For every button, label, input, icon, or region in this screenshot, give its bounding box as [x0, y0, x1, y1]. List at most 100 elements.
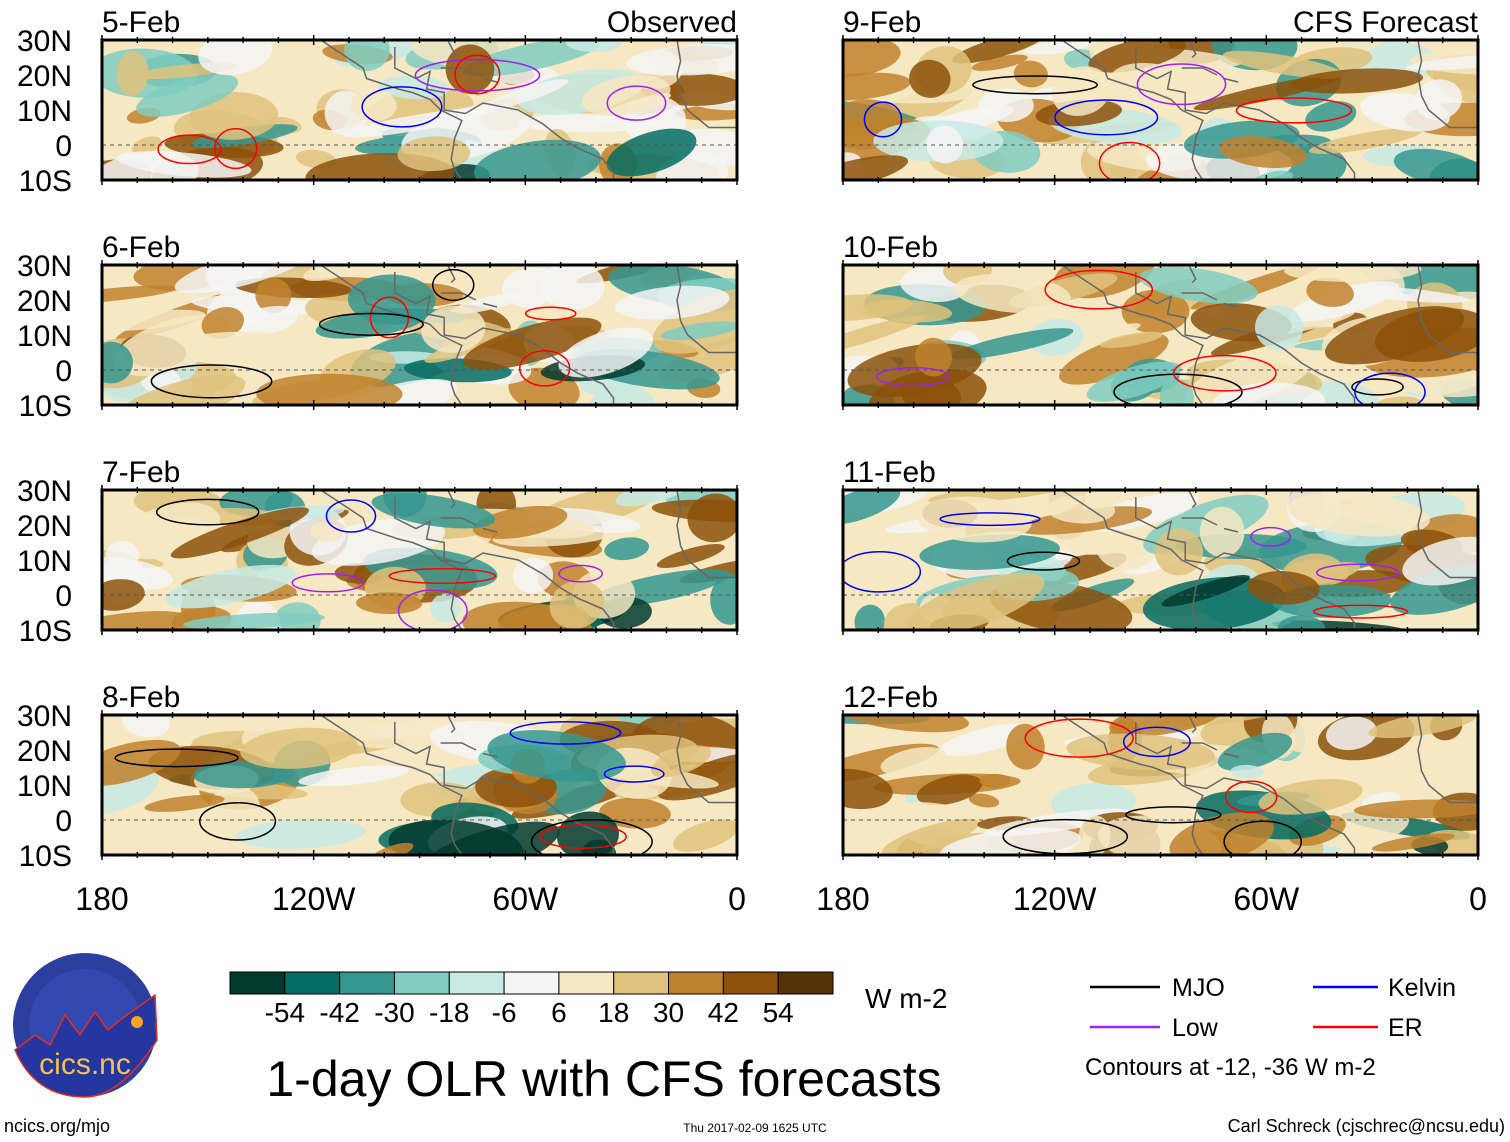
y-tick-label: 10S — [19, 840, 72, 873]
colorbar-tick-label: 54 — [763, 997, 794, 1028]
coastline — [1417, 490, 1478, 579]
wave-contour — [291, 573, 365, 593]
footer-credit: Carl Schreck (cjschrec@ncsu.edu) — [1228, 1116, 1505, 1136]
colorbar-tick-label: 42 — [708, 997, 739, 1028]
legend-label-kelvin: Kelvin — [1388, 974, 1456, 1002]
colorbar-swatch — [613, 971, 670, 995]
olr-anomaly-blob — [350, 89, 397, 122]
olr-anomaly-blob — [854, 604, 885, 630]
coastline — [1135, 47, 1356, 180]
wave-contour — [1054, 99, 1159, 136]
olr-anomaly-blob — [1088, 40, 1187, 73]
olr-anomaly-blob — [311, 518, 446, 566]
coastline — [447, 715, 456, 734]
coastline — [676, 265, 737, 354]
colorbar-tick-label: -42 — [319, 997, 359, 1028]
coastline — [1135, 497, 1356, 630]
map-panel-10-Feb — [843, 265, 1478, 405]
colorbar-units: W m-2 — [865, 983, 947, 1014]
y-tick-label: 30N — [17, 700, 72, 733]
olr-anomaly-blob — [1217, 732, 1293, 771]
y-tick-label: 0 — [55, 130, 72, 163]
coastline — [482, 752, 498, 758]
olr-anomaly-blob — [240, 727, 358, 769]
olr-anomaly-blob — [604, 537, 650, 561]
wave-contour — [863, 101, 903, 138]
olr-anomaly-blob — [102, 557, 173, 590]
legend: MJO Kelvin Low ER Contours at -12, -36 W… — [1085, 974, 1456, 1081]
olr-anomaly-blob — [675, 104, 737, 121]
olr-anomaly-blob — [1284, 265, 1422, 282]
olr-anomaly-blob — [939, 723, 1035, 756]
wave-contour — [518, 350, 571, 387]
wave-contour — [114, 748, 239, 768]
colorbar-tick-label: 6 — [551, 997, 567, 1028]
coastline — [1417, 265, 1478, 354]
colorbar-tick-label: -6 — [492, 997, 517, 1028]
olr-anomaly-blob — [1406, 52, 1478, 71]
coastline — [1181, 292, 1218, 301]
coastline — [1061, 490, 1204, 630]
olr-anomaly-blob — [1185, 347, 1316, 405]
coastline — [320, 265, 463, 405]
wave-contour — [1173, 354, 1277, 392]
olr-anomaly-blob — [978, 88, 1034, 123]
olr-anomaly-blob — [303, 265, 366, 282]
olr-anomaly-blob — [909, 59, 951, 98]
coastline — [440, 517, 477, 526]
panel-date-label: 12-Feb — [843, 681, 938, 714]
x-tick-label: 180 — [816, 881, 869, 917]
olr-anomaly-blob — [939, 827, 1081, 855]
coastline — [1188, 40, 1197, 59]
olr-anomaly-blob — [1013, 60, 1048, 88]
olr-anomaly-blob — [102, 285, 179, 305]
coastline — [482, 527, 498, 533]
footer-url[interactable]: ncics.org/mjo — [4, 1116, 110, 1136]
olr-anomaly-blob — [1306, 277, 1354, 307]
wave-contour — [1136, 63, 1227, 106]
wave-contour — [150, 364, 273, 399]
coastline — [394, 722, 615, 855]
coastline — [320, 40, 463, 180]
olr-anomaly-blob — [1059, 332, 1169, 385]
olr-anomaly-blob — [1230, 764, 1264, 779]
wave-contour — [199, 801, 277, 841]
olr-anomaly-blob — [650, 745, 712, 778]
olr-anomaly-blob — [915, 337, 953, 377]
olr-anomaly-blob — [951, 328, 1074, 360]
olr-anomaly-blob — [1247, 571, 1320, 605]
coastline — [1188, 715, 1197, 734]
colorbar-tick-label: -18 — [429, 997, 469, 1028]
olr-anomaly-blob — [916, 774, 983, 806]
olr-anomaly-blob — [1219, 136, 1307, 169]
coastline — [447, 40, 456, 59]
colorbar-swatch — [284, 971, 341, 995]
olr-anomaly-blob — [229, 305, 299, 338]
x-tick-label: 60W — [492, 881, 559, 917]
panel-date-label: 9-Feb — [843, 6, 921, 39]
wave-contour — [509, 721, 622, 745]
column-label: CFS Forecast — [1293, 6, 1479, 39]
olr-anomaly-blob — [898, 802, 969, 820]
figure-title: 1-day OLR with CFS forecasts — [266, 1051, 941, 1107]
colorbar-swatch — [558, 971, 615, 995]
coastline — [1223, 77, 1239, 83]
olr-anomaly-blob — [116, 51, 149, 96]
coastline — [1223, 302, 1239, 308]
olr-anomaly-blob — [513, 557, 554, 594]
olr-anomaly-blob — [1360, 92, 1450, 132]
wave-contour — [361, 86, 443, 128]
colorbar-swatch — [393, 971, 450, 995]
y-tick-label: 10S — [19, 390, 72, 423]
axes-labels: 5-Feb30N20N10N010SObserved6-Feb30N20N10N… — [17, 6, 1487, 917]
olr-anomaly-blob — [710, 573, 737, 625]
olr-anomaly-blob — [843, 768, 893, 810]
coastline — [394, 497, 615, 630]
panel-date-label: 11-Feb — [843, 456, 936, 489]
wave-contour — [606, 85, 667, 121]
wave-contour — [155, 498, 260, 526]
olr-anomaly-blob — [131, 136, 162, 155]
wave-contour — [1024, 718, 1134, 758]
coastline — [676, 490, 737, 579]
wave-contour — [972, 75, 1098, 95]
